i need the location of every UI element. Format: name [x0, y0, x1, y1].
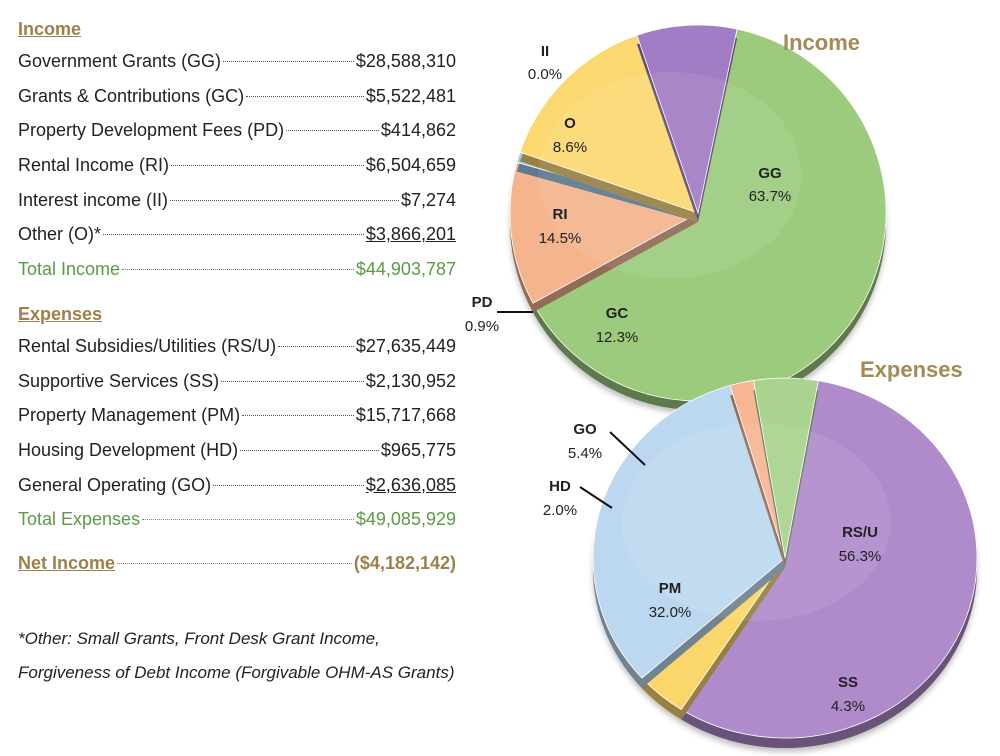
income-row-pd: Property Development Fees (PD) $414,862 — [18, 113, 456, 148]
expense-slice-go — [753, 377, 819, 559]
total-label: Total Income — [18, 259, 121, 280]
income-slice-gc — [509, 161, 700, 304]
label-ri-pct: 14.5% — [539, 230, 582, 247]
net-income-row: Net Income ($4,182,142) — [18, 545, 456, 581]
income-pie-chart — [509, 24, 887, 411]
label-o-code: O — [564, 115, 576, 132]
go-leader-line — [609, 431, 646, 466]
expenses-pie-chart — [592, 377, 978, 749]
row-value: $7,274 — [400, 189, 456, 210]
hd-leader-line — [579, 486, 613, 509]
income-row-ri: Rental Income (RI) $6,504,659 — [18, 148, 456, 183]
row-value: $5,522,481 — [365, 85, 456, 106]
expense-slice-rsu — [680, 380, 978, 739]
label-gg-code: GG — [758, 165, 781, 182]
row-value: $2,636,085 — [365, 474, 456, 495]
row-value: $27,635,449 — [355, 335, 456, 356]
income-chart-title: Income — [783, 30, 860, 55]
row-value: $6,504,659 — [365, 155, 456, 176]
row-label: Government Grants (GG) — [18, 51, 222, 71]
total-value: $49,085,929 — [355, 509, 456, 530]
expense-row-rsu: Rental Subsidies/Utilities (RS/U) $27,635… — [18, 329, 456, 364]
label-go-code: GO — [573, 421, 597, 438]
label-ss-code: SS — [838, 674, 858, 691]
label-gc-pct: 12.3% — [596, 329, 639, 346]
row-label: Rental Income (RI) — [18, 155, 170, 176]
row-label: Property Development Fees (PD) — [18, 120, 285, 141]
row-label: Housing Development (HD) — [18, 439, 239, 460]
label-hd-code: HD — [549, 478, 571, 495]
label-ri-code: RI — [553, 206, 568, 223]
expense-row-ss: Supportive Services (SS) $2,130,952 — [18, 364, 456, 399]
row-value: $965,775 — [380, 439, 456, 460]
expense-row-hd: Housing Development (HD) $965,775 — [18, 433, 456, 468]
expense-pie-highlight — [621, 423, 891, 621]
row-label: Supportive Services (SS) — [18, 370, 220, 391]
row-label: Grants & Contributions (GC) — [18, 85, 245, 106]
income-slice-ri — [519, 34, 699, 214]
row-value: $2,130,952 — [365, 370, 456, 391]
income-row-ii: Interest income (II) $7,274 — [18, 183, 456, 218]
income-heading: Income — [18, 19, 82, 39]
row-label: Property Management (PM) — [18, 405, 241, 426]
expense-slice-pm — [592, 385, 786, 679]
total-label: Total Expenses — [18, 509, 141, 530]
row-label: Rental Subsidies/Utilities (RS/U) — [18, 335, 277, 356]
expense-row-go: General Operating (GO) $2,636,085 — [18, 468, 456, 503]
label-gc-code: GC — [606, 305, 629, 322]
net-income-label: Net Income — [18, 552, 116, 573]
expense-slice-side-hd — [730, 390, 785, 568]
label-o-pct: 8.6% — [553, 139, 587, 156]
row-label: General Operating (GO) — [18, 474, 212, 495]
label-rsu-pct: 56.3% — [839, 548, 882, 565]
income-slice-gg — [532, 28, 887, 402]
total-value: $44,903,787 — [355, 259, 456, 280]
label-pm-code: PM — [659, 580, 682, 597]
label-ss-pct: 4.3% — [831, 698, 865, 715]
label-pm-pct: 32.0% — [649, 604, 692, 621]
income-row-gg: Government Grants (GG) $28,588,310 — [18, 44, 456, 79]
label-ii-code: II — [541, 43, 549, 60]
label-hd-pct: 2.0% — [543, 502, 577, 519]
row-value: $15,717,668 — [355, 405, 456, 426]
row-label: Other (O)* — [18, 224, 102, 245]
income-slice-side-pd — [516, 161, 698, 222]
expenses-chart-title: Expenses — [860, 357, 963, 382]
row-value: $28,588,310 — [355, 51, 456, 71]
label-ii-pct: 0.0% — [528, 66, 562, 83]
income-total-row: Total Income $44,903,787 — [18, 252, 456, 287]
label-pd-code: PD — [472, 294, 493, 311]
financial-statement: Income Government Grants (GG) $28,588,310… — [18, 14, 456, 581]
income-row-o: Other (O)* $3,866,201 — [18, 217, 456, 252]
row-value: $414,862 — [380, 120, 456, 141]
label-gg-pct: 63.7% — [749, 188, 792, 205]
row-value: $3,866,201 — [365, 224, 456, 245]
expenses-total-row: Total Expenses $49,085,929 — [18, 502, 456, 537]
label-rsu-code: RS/U — [842, 524, 878, 541]
net-income-value: ($4,182,142) — [353, 552, 456, 573]
label-pd-pct: 0.9% — [465, 318, 499, 335]
expenses-heading: Expenses — [18, 303, 103, 324]
income-slice-o — [636, 24, 738, 215]
expense-row-pm: Property Management (PM) $15,717,668 — [18, 398, 456, 433]
row-label: Interest income (II) — [18, 189, 169, 210]
footnote: *Other: Small Grants, Front Desk Grant I… — [18, 629, 455, 682]
label-go-pct: 5.4% — [568, 445, 602, 462]
income-row-gc: Grants & Contributions (GC) $5,522,481 — [18, 79, 456, 114]
income-pie-highlight — [538, 71, 802, 279]
